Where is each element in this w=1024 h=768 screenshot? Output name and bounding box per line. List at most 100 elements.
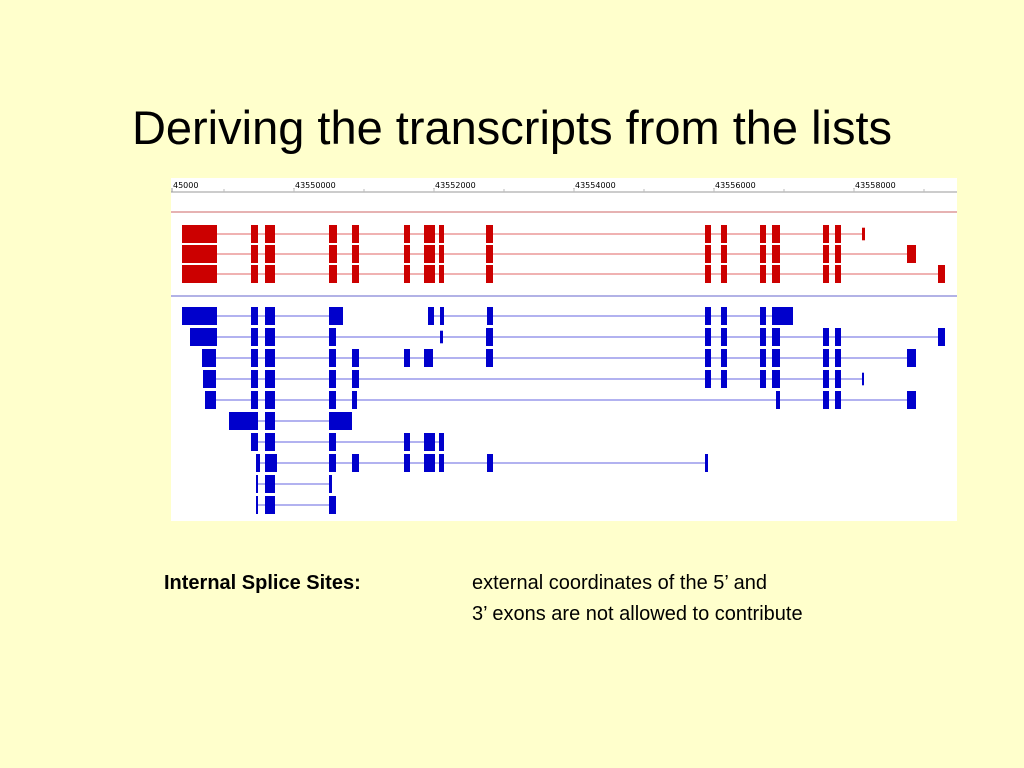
exon: [486, 328, 493, 346]
exon: [265, 349, 275, 367]
exon: [823, 349, 829, 367]
exon: [428, 307, 434, 325]
exon: [760, 307, 766, 325]
exon: [439, 245, 444, 263]
exon: [329, 225, 337, 243]
exon: [823, 328, 829, 346]
exon: [760, 349, 766, 367]
exon: [760, 265, 766, 283]
exon: [256, 496, 258, 514]
exon: [772, 370, 780, 388]
exon: [705, 225, 711, 243]
exon: [486, 225, 493, 243]
exon: [203, 370, 216, 388]
slide-title: Deriving the transcripts from the lists: [131, 101, 893, 154]
exon: [823, 225, 829, 243]
exon: [705, 349, 711, 367]
exon: [721, 245, 727, 263]
exon: [705, 265, 711, 283]
exon: [835, 245, 841, 263]
exon: [182, 225, 217, 243]
exon: [486, 245, 493, 263]
exon: [487, 454, 493, 472]
exon: [938, 328, 945, 346]
exon: [251, 265, 258, 283]
exon: [352, 370, 359, 388]
exon: [329, 265, 337, 283]
exon: [487, 307, 493, 325]
exon: [329, 433, 336, 451]
exon: [182, 307, 217, 325]
exon: [190, 328, 217, 346]
exon: [424, 454, 435, 472]
exon: [329, 391, 336, 409]
exon: [772, 225, 780, 243]
exon: [404, 433, 410, 451]
exon: [823, 265, 829, 283]
exon: [823, 391, 829, 409]
exon: [439, 265, 444, 283]
exon: [424, 349, 433, 367]
exon: [907, 391, 916, 409]
exon: [772, 307, 793, 325]
exon: [265, 225, 275, 243]
exon: [265, 328, 275, 346]
exon: [907, 349, 916, 367]
exon: [265, 370, 275, 388]
exon: [229, 412, 258, 430]
note-line: external coordinates of the 5’ and: [472, 572, 768, 594]
exon: [404, 225, 410, 243]
exon: [251, 225, 258, 243]
exon: [760, 370, 766, 388]
exon: [835, 328, 841, 346]
exon: [329, 454, 336, 472]
exon: [329, 245, 337, 263]
exon: [329, 370, 336, 388]
ruler-label: 43556000: [715, 181, 756, 190]
exon: [202, 349, 216, 367]
ruler-label: 43558000: [855, 181, 896, 190]
exon: [251, 328, 258, 346]
exon: [862, 227, 865, 241]
exon: [352, 454, 359, 472]
exon: [486, 265, 493, 283]
exon: [265, 412, 275, 430]
ruler-label: 45000: [173, 181, 198, 190]
exon: [265, 454, 277, 472]
exon: [772, 349, 780, 367]
exon: [256, 475, 258, 493]
ruler-label: 43554000: [575, 181, 616, 190]
exon: [835, 265, 841, 283]
exon: [776, 391, 780, 409]
exon: [705, 370, 711, 388]
exon: [486, 349, 493, 367]
exon: [352, 265, 359, 283]
exon: [705, 245, 711, 263]
exon: [352, 391, 357, 409]
exon: [439, 225, 444, 243]
exon: [404, 265, 410, 283]
exon: [772, 328, 780, 346]
exon: [424, 433, 435, 451]
exon: [721, 307, 727, 325]
ruler-label: 43552000: [435, 181, 476, 190]
exon: [823, 245, 829, 263]
exon: [251, 307, 258, 325]
exon: [265, 391, 275, 409]
exon: [265, 496, 275, 514]
exon: [835, 391, 841, 409]
exon: [705, 454, 708, 472]
exon: [835, 225, 841, 243]
exon: [329, 307, 343, 325]
exon: [265, 265, 275, 283]
exon: [404, 454, 410, 472]
exon: [265, 475, 275, 493]
exon: [862, 372, 864, 386]
exon: [439, 433, 444, 451]
exon: [424, 225, 435, 243]
exon: [329, 496, 336, 514]
exon: [424, 245, 435, 263]
exon: [424, 265, 435, 283]
exon: [705, 328, 711, 346]
